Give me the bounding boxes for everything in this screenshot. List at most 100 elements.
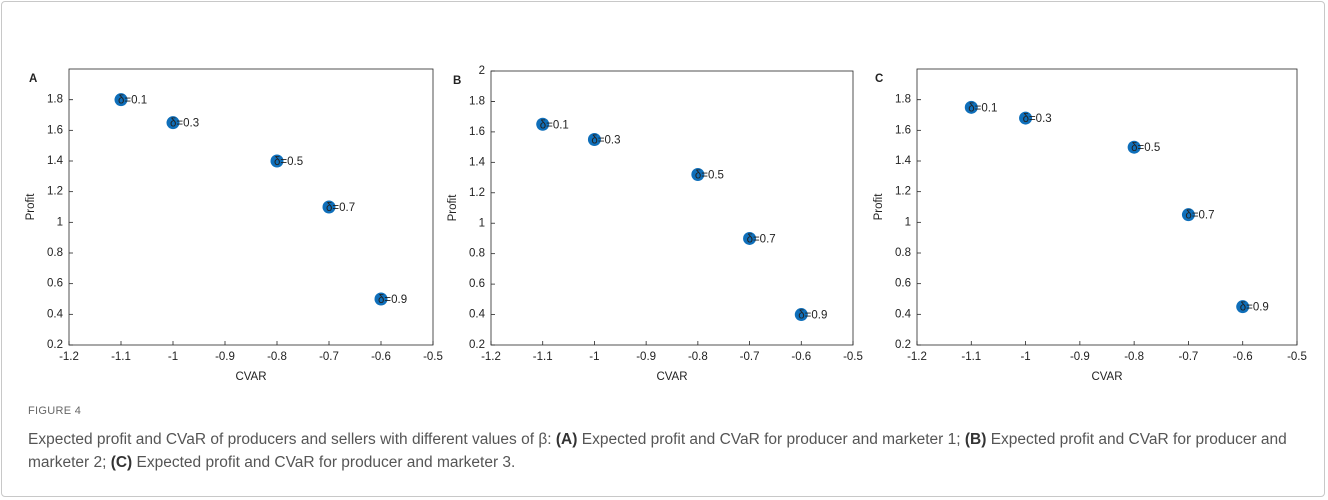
x-tick-label: -1.1 (533, 351, 553, 363)
panel-label: A (29, 73, 37, 85)
point (691, 168, 705, 182)
charts: A -1.2 -1.1 -1 -0.9 -0.8 -0.7 -0.6 -0.5 0.2 0.4 0.6… (25, 65, 1307, 383)
point (1127, 140, 1141, 154)
y-tick-label: 1.6 (47, 124, 63, 136)
point (1019, 111, 1033, 125)
x-tick-label: -0.6 (791, 351, 811, 363)
y-tick-label: 0.8 (47, 247, 63, 259)
point (1236, 300, 1250, 314)
y-tick-label: 0.4 (895, 308, 912, 320)
caption-item-label: (C) (110, 454, 133, 471)
point (587, 133, 601, 146)
point-label: δ=0.7 (326, 202, 355, 214)
y-tick-label: 1.2 (895, 186, 911, 198)
y-tick-label: 1.2 (469, 187, 485, 199)
point-label: δ=0.7 (1185, 210, 1214, 222)
x-tick-label: -1 (1020, 351, 1030, 363)
caption-item: Expected profit and CVaR for producer an… (581, 431, 961, 448)
caption-item-label: (A) (555, 431, 578, 448)
y-tick-label: 0.6 (47, 278, 63, 290)
y-tick-label: 0.6 (469, 278, 485, 290)
y-tick-label: 1 (479, 217, 485, 229)
point (1181, 208, 1195, 222)
x-tick-label: -0.9 (636, 351, 656, 363)
x-axis-label: CVAR (1091, 371, 1122, 383)
x-tick-label: -0.8 (688, 351, 708, 363)
plot-area (916, 68, 1298, 346)
y-tick-label: 1.8 (469, 95, 485, 107)
x-tick-label: -0.8 (1124, 351, 1144, 363)
plot-area (68, 68, 434, 346)
y-tick-label: 0.4 (469, 309, 486, 321)
x-tick-label: -0.5 (423, 351, 443, 363)
x-tick-label: -0.7 (1179, 351, 1199, 363)
plot-area (490, 70, 854, 346)
point-label: δ=0.9 (798, 310, 827, 322)
x-tick-label: -1 (168, 351, 178, 363)
x-tick-label: -0.5 (843, 351, 863, 363)
x-tick-label: -0.5 (1287, 351, 1307, 363)
x-tick-label: -1.2 (481, 351, 501, 363)
y-tick-label: 0.2 (469, 339, 485, 351)
x-tick-label: -1 (589, 351, 599, 363)
x-tick-label: -1.1 (961, 351, 981, 363)
point-label: δ=0.1 (540, 119, 569, 131)
x-tick-label: -1.2 (59, 351, 79, 363)
point-label: δ=0.9 (378, 294, 407, 306)
x-tick-label: -0.9 (215, 351, 235, 363)
point-label: δ=0.3 (591, 135, 620, 147)
y-tick-label: 1.6 (469, 126, 485, 138)
x-tick-label: -0.7 (740, 351, 760, 363)
y-tick-label: 1.4 (469, 156, 486, 168)
y-tick-label: 0.6 (895, 278, 911, 290)
point (114, 93, 128, 107)
point (536, 117, 550, 131)
caption-text: Expected profit and CVaR of producers an… (28, 428, 1303, 474)
y-tick-label: 1 (57, 216, 63, 228)
y-tick-label: 0.8 (895, 247, 911, 259)
caption-item-label: (B) (964, 431, 987, 448)
point (743, 231, 757, 245)
y-tick-label: 0.2 (47, 339, 63, 351)
caption-item: Expected profit and CVaR for producer an… (28, 431, 1287, 471)
point (794, 308, 808, 322)
point (270, 154, 284, 168)
y-tick-label: 1.2 (47, 186, 63, 198)
point (374, 292, 388, 306)
x-tick-label: -0.7 (319, 351, 339, 363)
point-label: δ=0.7 (747, 233, 776, 245)
y-tick-label: 0.8 (469, 248, 485, 260)
panel-label: C (875, 73, 883, 85)
x-tick-label: -0.9 (1070, 351, 1090, 363)
point-label: δ=0.5 (274, 156, 303, 168)
x-tick-label: -0.8 (267, 351, 287, 363)
y-tick-label: 1 (905, 216, 911, 228)
point-label: δ=0.9 (1240, 302, 1269, 314)
panel-label: B (453, 75, 461, 87)
x-tick-label: -1.1 (111, 351, 131, 363)
point-label: δ=0.1 (118, 95, 147, 107)
y-axis-label: Profit (447, 194, 459, 222)
point-label: δ=0.5 (1131, 142, 1160, 154)
y-axis-label: Profit (873, 193, 885, 221)
point-label: δ=0.3 (1023, 113, 1052, 125)
y-tick-label: 1.6 (895, 124, 911, 136)
point (166, 116, 180, 130)
point (322, 200, 336, 214)
point-label: δ=0.3 (170, 118, 199, 130)
x-axis-label: CVAR (656, 371, 687, 383)
point-label: δ=0.5 (695, 170, 724, 182)
x-tick-label: -1.2 (907, 351, 927, 363)
y-tick-label: 0.2 (895, 339, 911, 351)
x-tick-label: -0.6 (1233, 351, 1253, 363)
y-tick-label: 0.4 (47, 308, 64, 320)
point (964, 100, 978, 114)
x-axis-label: CVAR (235, 371, 266, 383)
y-axis-label: Profit (25, 193, 37, 221)
caption-intro: Expected profit and CVaR of producers an… (28, 431, 552, 448)
y-tick-label: 1.4 (47, 155, 64, 167)
caption-item: Expected profit and CVaR for producer an… (136, 454, 516, 471)
point-label: δ=0.1 (968, 102, 997, 114)
caption: FIGURE 4 Expected profit and CVaR of pro… (28, 400, 1303, 474)
